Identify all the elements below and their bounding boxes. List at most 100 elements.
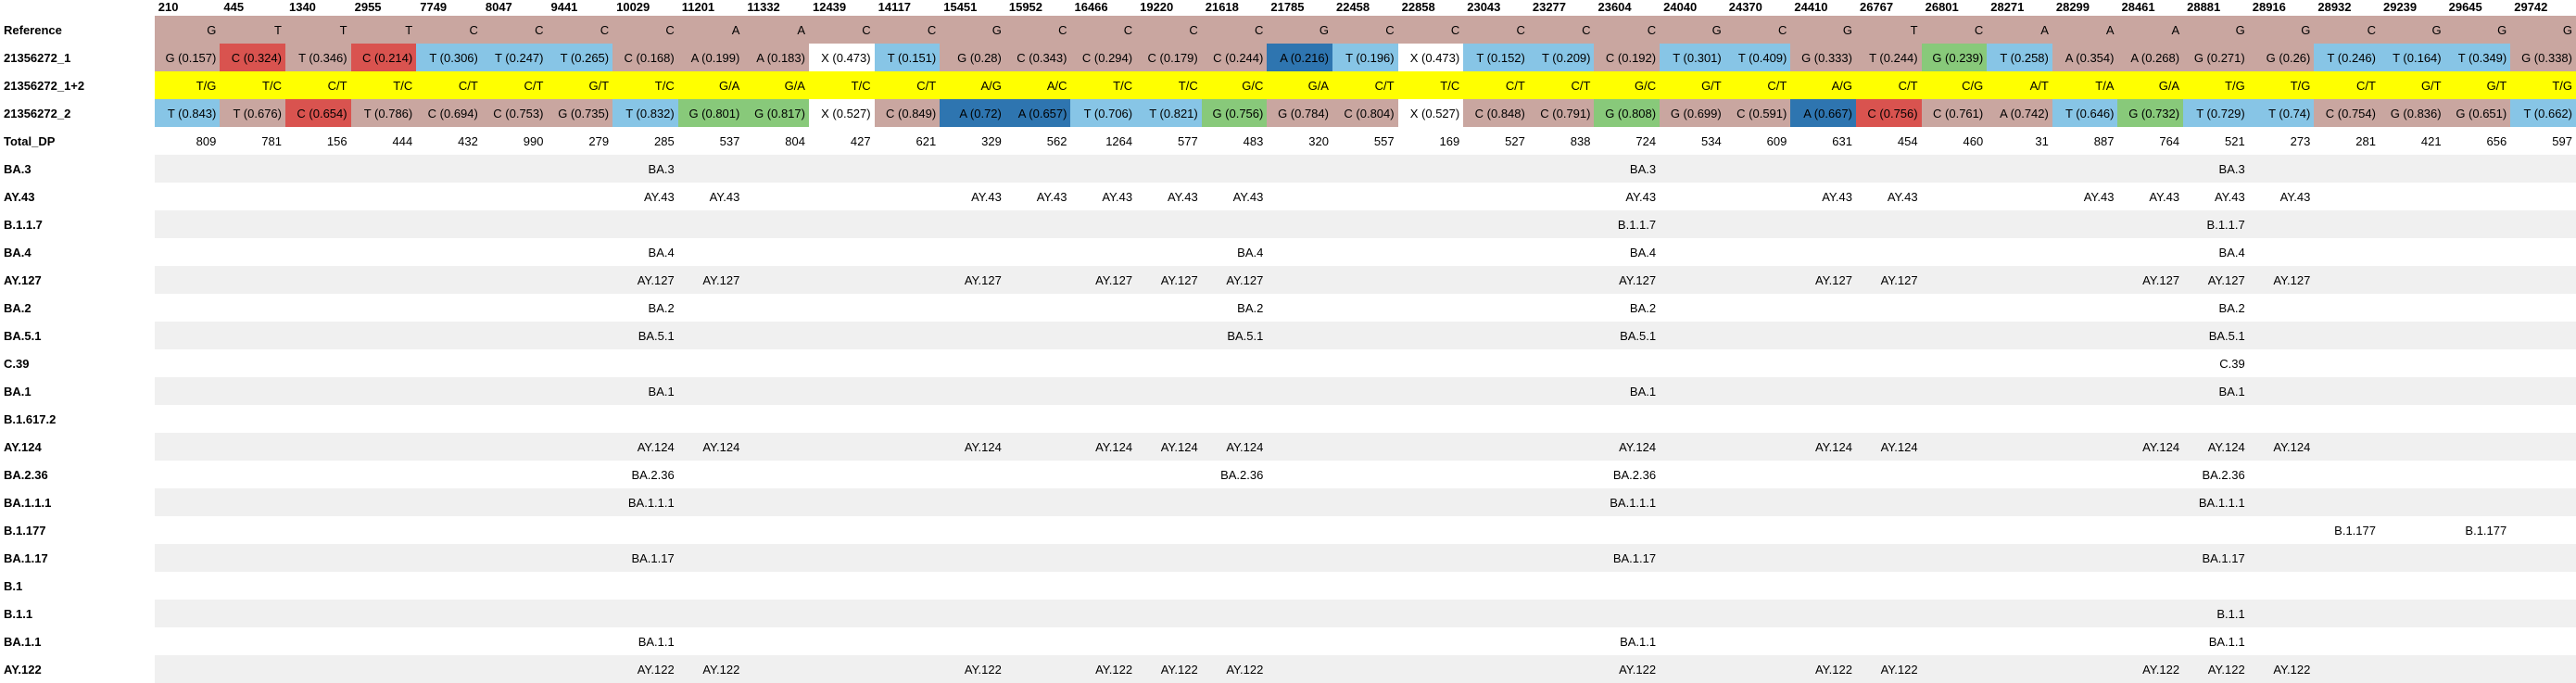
lineage-mark-cell [1856,544,1922,572]
lineage-mark-cell [809,377,875,405]
lineage-mark-cell: BA.1.1 [1620,634,1657,649]
lineage-mark-cell [1725,516,1791,544]
lineage-mark-cell [1856,405,1922,433]
lineage-row: BA.5.1 BA.5.1 BA.5.1 BA.5.1 BA.5.1 [0,322,2576,349]
lineage-mark-cell: BA.1.17 [631,550,675,565]
lineage-mark-cell [2510,433,2576,461]
base-cell: C [1136,16,1202,44]
lineage-mark-cell [1529,488,1595,516]
depth-cell: 285 [654,133,675,148]
lineage-mark-cell [220,266,285,294]
lineage-mark-cell [875,600,941,627]
lineage-mark-cell [1202,572,1268,600]
lineage-mark-cell [1005,405,1071,433]
lineage-mark-cell: AY.122 [2142,662,2180,677]
lineage-mark-cell [1922,377,1988,405]
lineage-mark-cell [1136,155,1202,183]
lineage-mark-cell [875,488,941,516]
lineage-mark-cell [1136,294,1202,322]
row-label: 21356272_2 [0,99,155,127]
lineage-mark-cell [1987,627,2052,655]
lineage-mark-cell [678,377,744,405]
lineage-mark-cell [2052,516,2118,544]
position-header: 445 [223,0,245,14]
lineage-mark-cell [940,349,1005,377]
lineage-mark-cell [416,377,482,405]
lineage-label: BA.5.1 [0,322,155,349]
lineage-mark-cell [1463,377,1529,405]
lineage-mark-cell [1267,516,1332,544]
depth-cell: 656 [2486,133,2507,148]
base-cell: G (0.333) [1790,44,1856,71]
base-cell: C [1332,16,1398,44]
position-header-row: 210 445 1340 2955 7749 8047 9441 10029 11201 1133… [0,0,2576,16]
lineage-mark-cell [1856,155,1922,183]
lineage-mark-cell [351,210,417,238]
lineage-mark-cell [2117,405,2183,433]
lineage-mark-cell: BA.1.1.1 [627,495,675,510]
position-header: 14117 [878,0,912,14]
lineage-mark-cell [678,238,744,266]
lineage-mark-cell [1856,322,1922,349]
lineage-label: BA.3 [0,155,155,183]
lineage-mark-cell [1332,183,1398,210]
position-header: 21785 [1270,0,1305,14]
row-label: Total_DP [0,127,155,155]
lineage-row: BA.1.17 BA.1.17 BA.1.17 BA.1.17 [0,544,2576,572]
lineage-mark-cell [809,266,875,294]
base-cell: T/G [2183,71,2249,99]
lineage-mark-cell: AY.127 [2142,272,2180,287]
lineage-mark-cell: BA.1.1 [2208,634,2245,649]
depth-cell: 597 [2552,133,2572,148]
lineage-mark-cell: AY.127 [2207,272,2245,287]
lineage-mark-cell [678,349,744,377]
lineage-mark-cell [678,627,744,655]
base-cell: C [1004,16,1071,44]
lineage-mark-cell [2052,238,2118,266]
base-cell: G (0.338) [2510,44,2576,71]
lineage-mark-cell [1660,322,1725,349]
lineage-mark-cell [1463,405,1529,433]
depth-cell: 781 [261,133,282,148]
lineage-mark-cell [1267,183,1332,210]
lineage-mark-cell: BA.4 [1629,245,1657,259]
lineage-mark-cell [2314,210,2380,238]
lineage-mark-cell [2510,183,2576,210]
lineage-mark-cell [285,294,351,322]
lineage-mark-cell [1594,349,1660,377]
base-cell: G/C [1594,71,1661,99]
lineage-mark-cell: BA.5.1 [1620,328,1657,343]
lineage-mark-cell [155,433,221,461]
position-header: 28461 [2121,0,2155,14]
lineage-mark-cell: BA.5.1 [2208,328,2245,343]
base-cell: T/G [154,71,221,99]
lineage-mark-cell [2052,544,2118,572]
lineage-mark-cell [809,516,875,544]
lineage-mark-cell: B.1.177 [2465,523,2507,538]
base-cell: A (0.742) [1987,99,2052,127]
lineage-mark-cell [547,183,612,210]
lineage-mark-cell [2380,600,2445,627]
lineage-mark-cell [1202,544,1268,572]
lineage-mark-cell [1005,433,1071,461]
lineage-mark-cell: BA.4 [2218,245,2245,259]
base-cell: C [416,16,482,44]
lineage-mark-cell [875,377,941,405]
lineage-mark-cell: AY.43 [1167,189,1198,204]
lineage-mark-cell [416,238,482,266]
lineage-mark-cell [285,600,351,627]
lineage-mark-cell [875,322,941,349]
depth-cell: 444 [392,133,413,148]
lineage-mark-cell [285,210,351,238]
base-cell: C [2314,16,2380,44]
lineage-mark-cell [1267,294,1332,322]
lineage-mark-cell [547,294,612,322]
lineage-mark-cell [875,405,941,433]
position-header: 15451 [943,0,978,14]
lineage-mark-cell [2249,544,2315,572]
lineage-mark-cell [940,377,1005,405]
lineage-mark-cell [1922,349,1988,377]
base-cell: C [1594,16,1661,44]
base-cell: G [2248,16,2315,44]
lineage-mark-cell [612,405,678,433]
